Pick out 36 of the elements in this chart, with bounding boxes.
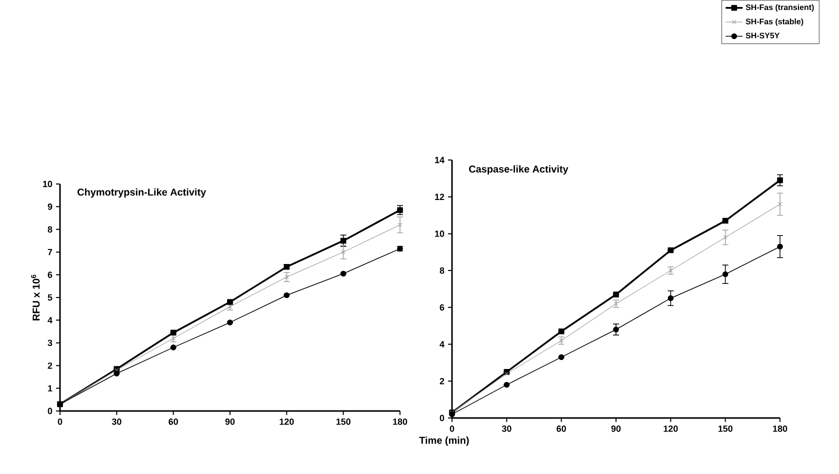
- y-tick-label: 1: [48, 385, 52, 392]
- y-tick-label: 5: [48, 294, 52, 301]
- y-tick-label: 4: [440, 341, 444, 348]
- y-tick-label: 2: [440, 378, 444, 384]
- y-tick-label: 0: [48, 408, 52, 414]
- x-tick-label: 180: [393, 418, 408, 425]
- y-tick-label: 4: [48, 317, 52, 324]
- y-tick-label: 3: [48, 340, 52, 346]
- y-tick-label: 6: [48, 272, 52, 278]
- y-tick-label: 10: [435, 230, 444, 237]
- x-tick-label: 150: [336, 418, 350, 425]
- x-tick-label: 180: [773, 426, 788, 432]
- y-tick-label: 7: [48, 248, 52, 256]
- x-tick-label: 0: [450, 426, 454, 432]
- y-tick-label: 14: [435, 156, 444, 164]
- x-tick-label: 90: [225, 418, 235, 425]
- x-axis-title: Time (min): [419, 436, 469, 446]
- x-tick-label: 120: [280, 418, 294, 425]
- x-tick-label: 60: [168, 418, 178, 425]
- y-tick-label: 8: [440, 267, 444, 274]
- x-tick-label: 150: [718, 426, 732, 432]
- x-tick-label: 30: [112, 418, 122, 425]
- y-tick-label: 12: [435, 194, 444, 200]
- y-tick-label: 8: [48, 226, 52, 233]
- y-tick-label: 9: [48, 204, 52, 210]
- y-tick-label: 2: [48, 362, 52, 369]
- y-tick-label: 6: [440, 304, 444, 311]
- y-tick-label: 10: [43, 180, 52, 188]
- x-tick-label: 60: [556, 426, 566, 432]
- x-tick-label: 90: [611, 426, 621, 432]
- x-tick-label: 30: [502, 426, 512, 432]
- chart-title: Caspase-like Activity: [469, 165, 568, 175]
- chart-title: Chymotrypsin-Like Activity: [78, 188, 206, 198]
- y-axis-title: RFU x 10$^{6}$: [31, 274, 40, 320]
- x-tick-label: 0: [58, 418, 62, 425]
- x-tick-label: 120: [664, 426, 678, 432]
